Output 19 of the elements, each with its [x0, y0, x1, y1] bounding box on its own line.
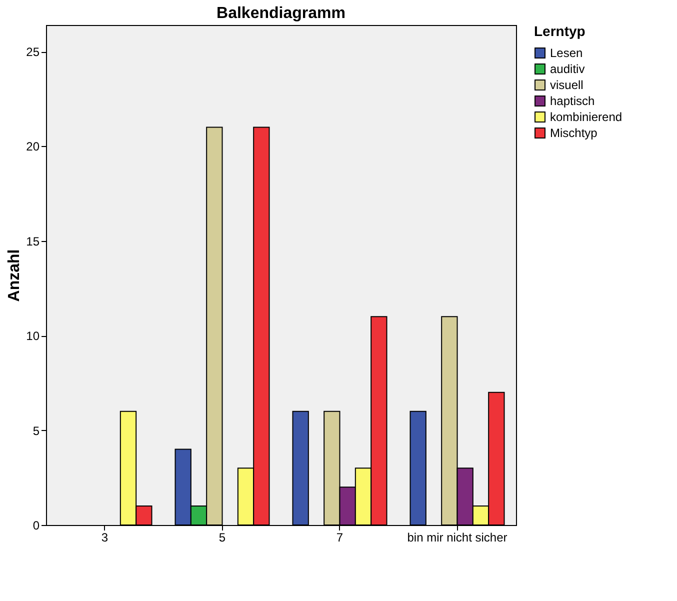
legend-label: Lesen: [550, 46, 583, 60]
y-tick-label: 20: [26, 140, 40, 154]
x-tick-label: 7: [336, 530, 344, 544]
y-tick-label: 10: [26, 329, 40, 344]
legend-label: kombinierend: [550, 110, 622, 124]
y-tick-label: 25: [26, 45, 40, 60]
y-tick-label: 15: [26, 234, 40, 248]
x-tick-label: bin mir nicht sicher: [407, 530, 508, 544]
x-tick-label: 3: [101, 530, 108, 544]
legend-label: Mischtyp: [550, 126, 598, 140]
y-axis-title: Anzahl: [6, 249, 24, 302]
legend-title: Lerntyp: [534, 23, 586, 39]
y-tick-label: 0: [32, 518, 40, 532]
chart-title: Balkendiagramm: [216, 5, 346, 22]
legend-label: auditiv: [550, 62, 585, 76]
x-tick-label: 5: [218, 530, 226, 544]
legend-label: haptisch: [550, 94, 595, 108]
legend-label: visuell: [550, 78, 584, 92]
y-tick-label: 5: [32, 424, 40, 438]
